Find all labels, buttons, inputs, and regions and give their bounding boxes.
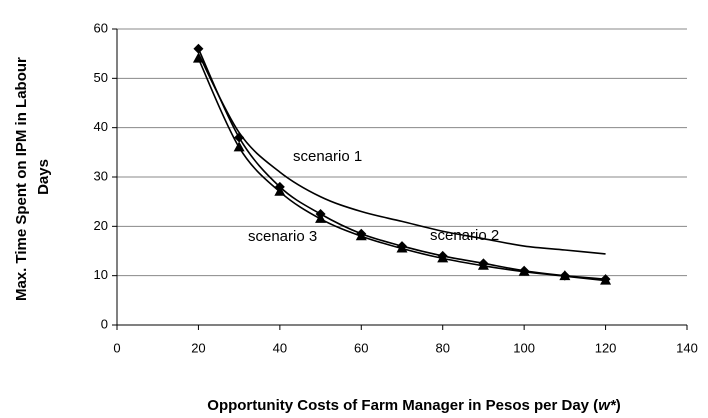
marker bbox=[477, 259, 489, 270]
x-tick-label: 40 bbox=[273, 340, 287, 355]
y-axis-label-line: Max. Time Spent on IPM in Labour bbox=[13, 57, 30, 301]
y-tick-label: 50 bbox=[94, 70, 108, 85]
y-tick-label: 60 bbox=[94, 20, 108, 35]
marker bbox=[559, 270, 571, 281]
y-axis-label-line: Days bbox=[35, 159, 52, 195]
x-tick-label: 120 bbox=[595, 340, 617, 355]
x-tick-label: 20 bbox=[191, 340, 205, 355]
marker bbox=[234, 132, 245, 143]
y-tick-label: 30 bbox=[94, 168, 108, 183]
series-label: scenario 1 bbox=[293, 148, 362, 165]
series-line bbox=[197, 53, 606, 255]
y-tick-label: 0 bbox=[101, 316, 108, 331]
series-label: scenario 2 bbox=[430, 227, 499, 244]
x-axis-label: Opportunity Costs of Farm Manager in Pes… bbox=[207, 397, 620, 414]
x-tick-label: 140 bbox=[676, 340, 698, 355]
x-axis-label-part: w* bbox=[598, 397, 617, 414]
x-tick-label: 0 bbox=[113, 340, 120, 355]
marker bbox=[600, 274, 612, 285]
marker bbox=[233, 141, 245, 152]
marker bbox=[437, 252, 449, 263]
marker bbox=[396, 242, 408, 253]
marker bbox=[193, 43, 204, 54]
y-tick-label: 20 bbox=[94, 218, 108, 233]
x-axis-label-part: ) bbox=[616, 397, 621, 414]
y-tick-label: 10 bbox=[94, 267, 108, 282]
x-tick-label: 60 bbox=[354, 340, 368, 355]
y-tick-label: 40 bbox=[94, 119, 108, 134]
marker bbox=[192, 52, 204, 63]
x-tick-label: 80 bbox=[435, 340, 449, 355]
series-label: scenario 3 bbox=[248, 228, 317, 245]
x-axis-label-part: Opportunity Costs of Farm Manager in Pes… bbox=[207, 397, 598, 414]
marker bbox=[355, 230, 367, 241]
x-tick-label: 100 bbox=[513, 340, 535, 355]
y-axis-label: Max. Time Spent on IPM in Labour Days bbox=[13, 53, 52, 301]
marker bbox=[315, 212, 327, 223]
marker bbox=[518, 265, 530, 276]
marker bbox=[274, 185, 286, 196]
